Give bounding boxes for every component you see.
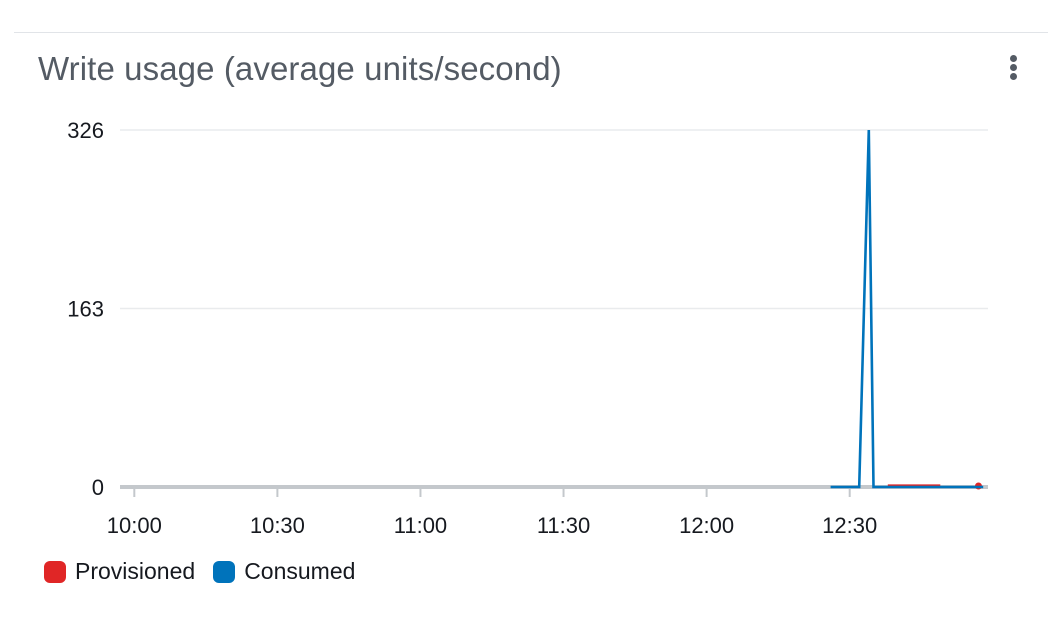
x-tick-label: 10:30 <box>250 513 305 538</box>
widget-title: Write usage (average units/second) <box>38 50 562 87</box>
menu-dot <box>1010 73 1017 80</box>
legend-label-provisioned: Provisioned <box>75 558 196 584</box>
y-tick-label: 0 <box>92 475 104 500</box>
widget-top-border <box>14 32 1048 33</box>
vertical-ellipsis-icon[interactable] <box>1000 50 1028 84</box>
legend-item-consumed[interactable]: Consumed <box>213 558 355 585</box>
series-line-consumed <box>830 129 984 489</box>
x-tick-label: 12:00 <box>679 513 734 538</box>
legend-label-consumed: Consumed <box>244 558 356 584</box>
x-tick-label: 11:30 <box>537 513 590 538</box>
legend-item-provisioned[interactable]: Provisioned <box>44 558 195 585</box>
menu-dot <box>1010 55 1017 62</box>
x-tick-label: 10:00 <box>107 513 162 538</box>
menu-dot <box>1010 64 1017 71</box>
y-tick-label: 163 <box>67 297 104 322</box>
y-tick-label: 326 <box>67 118 104 143</box>
x-tick-label: 11:00 <box>394 513 447 538</box>
x-tick-label: 12:30 <box>822 513 877 538</box>
chart-legend: Provisioned Consumed <box>44 558 373 585</box>
legend-swatch-consumed <box>213 560 236 583</box>
legend-swatch-provisioned <box>44 560 66 583</box>
